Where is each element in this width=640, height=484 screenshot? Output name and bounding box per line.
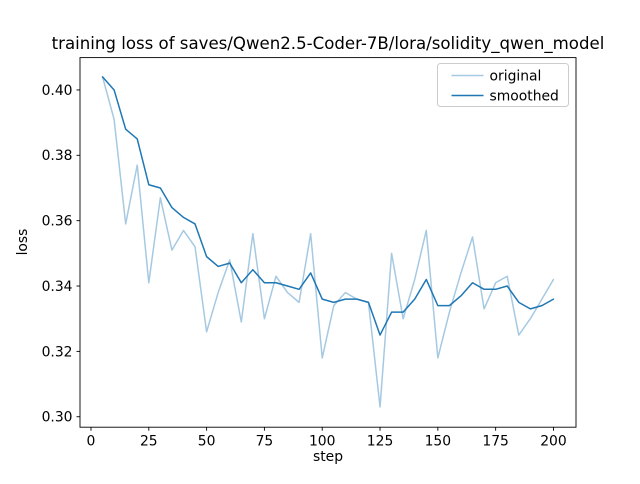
legend-label-original: original: [490, 68, 542, 84]
x-tick-label: 100: [309, 434, 336, 450]
y-tick-label: 0.36: [42, 214, 73, 230]
x-tick-label: 50: [198, 434, 216, 450]
x-tick-label: 25: [140, 434, 158, 450]
y-tick-label: 0.32: [42, 344, 73, 360]
y-tick-label: 0.38: [42, 148, 73, 164]
legend-label-smoothed: smoothed: [490, 88, 559, 104]
y-axis-label: loss: [15, 229, 31, 256]
x-tick-label: 75: [256, 434, 274, 450]
y-axis: 0.30 0.32 0.34 0.36 0.38 0.40: [42, 83, 80, 426]
plot-area: [101, 76, 555, 408]
x-tick-label: 0: [87, 434, 96, 450]
y-tick-label: 0.40: [42, 83, 73, 99]
x-axis: 0 25 50 75 100 125 150 175 200: [87, 427, 567, 450]
x-tick-label: 150: [425, 434, 452, 450]
legend: original smoothed: [437, 63, 569, 107]
x-tick-label: 200: [540, 434, 567, 450]
axes-frame: [79, 57, 577, 428]
x-tick-label: 175: [482, 434, 509, 450]
x-axis-label: step: [313, 449, 343, 465]
y-tick-label: 0.30: [42, 410, 73, 426]
y-tick-label: 0.34: [42, 279, 73, 295]
series-line-original: [101, 76, 555, 408]
chart-title: training loss of saves/Qwen2.5-Coder-7B/…: [52, 34, 605, 54]
series-line-smoothed: [101, 76, 555, 336]
x-tick-label: 125: [367, 434, 394, 450]
